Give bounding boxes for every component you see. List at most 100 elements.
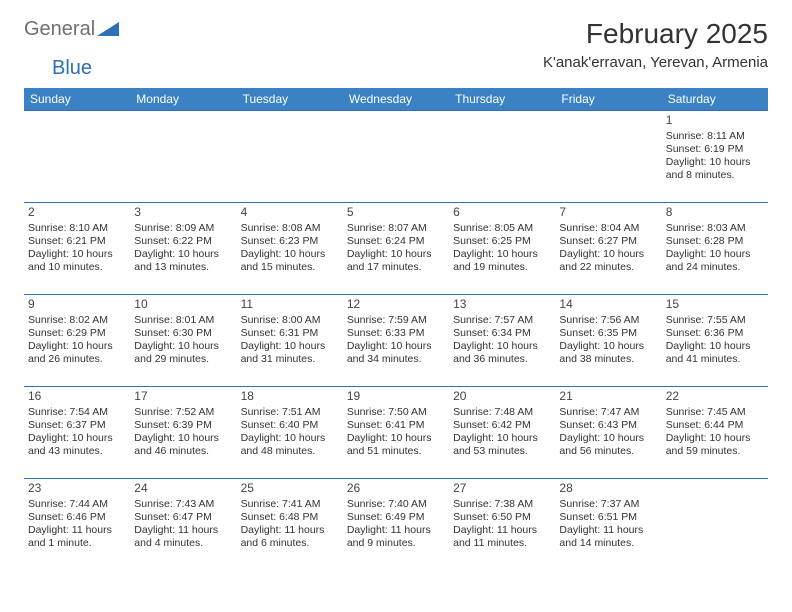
calendar-cell: 21 Sunrise: 7:47 AMSunset: 6:43 PMDayligh… <box>555 387 661 479</box>
day-number: 16 <box>28 389 126 404</box>
day-number: 10 <box>134 297 232 312</box>
day-number: 13 <box>453 297 551 312</box>
sunrise-text: Sunrise: 7:50 AM <box>347 406 445 419</box>
sunset-text: Sunset: 6:36 PM <box>666 327 764 340</box>
day-number: 15 <box>666 297 764 312</box>
sunset-text: Sunset: 6:42 PM <box>453 419 551 432</box>
calendar-cell: 17Sunrise: 7:52 AMSunset: 6:39 PMDayligh… <box>130 387 236 479</box>
sunrise-text: Sunrise: 7:45 AM <box>666 406 764 419</box>
day-number: 14 <box>559 297 657 312</box>
calendar-cell: 20Sunrise: 7:48 AMSunset: 6:42 PMDayligh… <box>449 387 555 479</box>
sunset-text: Sunset: 6:50 PM <box>453 511 551 524</box>
sunrise-text: Sunrise: 8:08 AM <box>241 222 339 235</box>
weekday-row: Sunday Monday Tuesday Wednesday Thursday… <box>24 88 768 111</box>
sunrise-text: Sunrise: 7:37 AM <box>559 498 657 511</box>
sunrise-text: Sunrise: 7:51 AM <box>241 406 339 419</box>
day-number: 11 <box>241 297 339 312</box>
weekday-header: Friday <box>555 88 661 111</box>
weekday-header: Thursday <box>449 88 555 111</box>
daylight-text: Daylight: 10 hours and 51 minutes. <box>347 432 445 458</box>
sunset-text: Sunset: 6:43 PM <box>559 419 657 432</box>
sunset-text: Sunset: 6:35 PM <box>559 327 657 340</box>
calendar-cell: 27Sunrise: 7:38 AMSunset: 6:50 PMDayligh… <box>449 479 555 571</box>
daylight-text: Daylight: 10 hours and 29 minutes. <box>134 340 232 366</box>
daylight-text: Daylight: 10 hours and 13 minutes. <box>134 248 232 274</box>
sunset-text: Sunset: 6:51 PM <box>559 511 657 524</box>
calendar-cell <box>343 111 449 203</box>
brand-blue: Blue <box>52 57 92 79</box>
sunset-text: Sunset: 6:41 PM <box>347 419 445 432</box>
calendar-cell: 9Sunrise: 8:02 AMSunset: 6:29 PMDaylight… <box>24 295 130 387</box>
calendar-cell: 26Sunrise: 7:40 AMSunset: 6:49 PMDayligh… <box>343 479 449 571</box>
calendar-cell: 5Sunrise: 8:07 AMSunset: 6:24 PMDaylight… <box>343 203 449 295</box>
title-block: February 2025 K'anak'erravan, Yerevan, A… <box>543 18 768 71</box>
sunrise-text: Sunrise: 7:56 AM <box>559 314 657 327</box>
sunset-text: Sunset: 6:48 PM <box>241 511 339 524</box>
daylight-text: Daylight: 10 hours and 41 minutes. <box>666 340 764 366</box>
calendar-week-row: 23Sunrise: 7:44 AMSunset: 6:46 PMDayligh… <box>24 479 768 571</box>
daylight-text: Daylight: 10 hours and 56 minutes. <box>559 432 657 458</box>
sunset-text: Sunset: 6:30 PM <box>134 327 232 340</box>
day-number: 20 <box>453 389 551 404</box>
calendar-cell: 28Sunrise: 7:37 AMSunset: 6:51 PMDayligh… <box>555 479 661 571</box>
day-number: 5 <box>347 205 445 220</box>
calendar-cell <box>130 111 236 203</box>
calendar-cell <box>237 111 343 203</box>
daylight-text: Daylight: 10 hours and 53 minutes. <box>453 432 551 458</box>
sunrise-text: Sunrise: 8:10 AM <box>28 222 126 235</box>
daylight-text: Daylight: 10 hours and 46 minutes. <box>134 432 232 458</box>
sunrise-text: Sunrise: 8:09 AM <box>134 222 232 235</box>
day-number: 22 <box>666 389 764 404</box>
sunrise-text: Sunrise: 8:07 AM <box>347 222 445 235</box>
sunrise-text: Sunrise: 7:38 AM <box>453 498 551 511</box>
calendar-week-row: 1Sunrise: 8:11 AMSunset: 6:19 PMDaylight… <box>24 111 768 203</box>
day-number: 8 <box>666 205 764 220</box>
sunset-text: Sunset: 6:25 PM <box>453 235 551 248</box>
day-number: 28 <box>559 481 657 496</box>
sunrise-text: Sunrise: 7:54 AM <box>28 406 126 419</box>
daylight-text: Daylight: 11 hours and 4 minutes. <box>134 524 232 550</box>
daylight-text: Daylight: 10 hours and 48 minutes. <box>241 432 339 458</box>
day-number: 7 <box>559 205 657 220</box>
brand-logo: General <box>24 18 121 41</box>
sunrise-text: Sunrise: 7:57 AM <box>453 314 551 327</box>
daylight-text: Daylight: 11 hours and 1 minute. <box>28 524 126 550</box>
sunrise-text: Sunrise: 7:47 AM <box>559 406 657 419</box>
sunrise-text: Sunrise: 8:11 AM <box>666 130 764 143</box>
daylight-text: Daylight: 10 hours and 10 minutes. <box>28 248 126 274</box>
daylight-text: Daylight: 10 hours and 24 minutes. <box>666 248 764 274</box>
sunset-text: Sunset: 6:28 PM <box>666 235 764 248</box>
calendar-cell: 13Sunrise: 7:57 AMSunset: 6:34 PMDayligh… <box>449 295 555 387</box>
calendar-cell: 16Sunrise: 7:54 AMSunset: 6:37 PMDayligh… <box>24 387 130 479</box>
day-number: 19 <box>347 389 445 404</box>
sunrise-text: Sunrise: 7:43 AM <box>134 498 232 511</box>
daylight-text: Daylight: 11 hours and 6 minutes. <box>241 524 339 550</box>
sunset-text: Sunset: 6:44 PM <box>666 419 764 432</box>
calendar-cell: 24Sunrise: 7:43 AMSunset: 6:47 PMDayligh… <box>130 479 236 571</box>
calendar-cell <box>662 479 768 571</box>
calendar-body: 1Sunrise: 8:11 AMSunset: 6:19 PMDaylight… <box>24 111 768 571</box>
sunrise-text: Sunrise: 8:01 AM <box>134 314 232 327</box>
daylight-text: Daylight: 10 hours and 26 minutes. <box>28 340 126 366</box>
sunset-text: Sunset: 6:49 PM <box>347 511 445 524</box>
calendar-week-row: 9Sunrise: 8:02 AMSunset: 6:29 PMDaylight… <box>24 295 768 387</box>
calendar-cell: 22 Sunrise: 7:45 AMSunset: 6:44 PMDayligh… <box>662 387 768 479</box>
daylight-text: Daylight: 11 hours and 11 minutes. <box>453 524 551 550</box>
calendar-cell <box>449 111 555 203</box>
calendar-cell: 8Sunrise: 8:03 AMSunset: 6:28 PMDaylight… <box>662 203 768 295</box>
sunset-text: Sunset: 6:31 PM <box>241 327 339 340</box>
day-number: 4 <box>241 205 339 220</box>
weekday-header: Monday <box>130 88 236 111</box>
calendar-cell: 11Sunrise: 8:00 AMSunset: 6:31 PMDayligh… <box>237 295 343 387</box>
daylight-text: Daylight: 10 hours and 59 minutes. <box>666 432 764 458</box>
sunset-text: Sunset: 6:21 PM <box>28 235 126 248</box>
day-number: 21 <box>559 389 657 404</box>
calendar-cell: 14 Sunrise: 7:56 AMSunset: 6:35 PMDayligh… <box>555 295 661 387</box>
daylight-text: Daylight: 10 hours and 43 minutes. <box>28 432 126 458</box>
daylight-text: Daylight: 10 hours and 38 minutes. <box>559 340 657 366</box>
calendar-cell <box>24 111 130 203</box>
month-title: February 2025 <box>543 18 768 50</box>
sunset-text: Sunset: 6:29 PM <box>28 327 126 340</box>
calendar-cell: 1Sunrise: 8:11 AMSunset: 6:19 PMDaylight… <box>662 111 768 203</box>
brand-general: General <box>24 18 95 41</box>
